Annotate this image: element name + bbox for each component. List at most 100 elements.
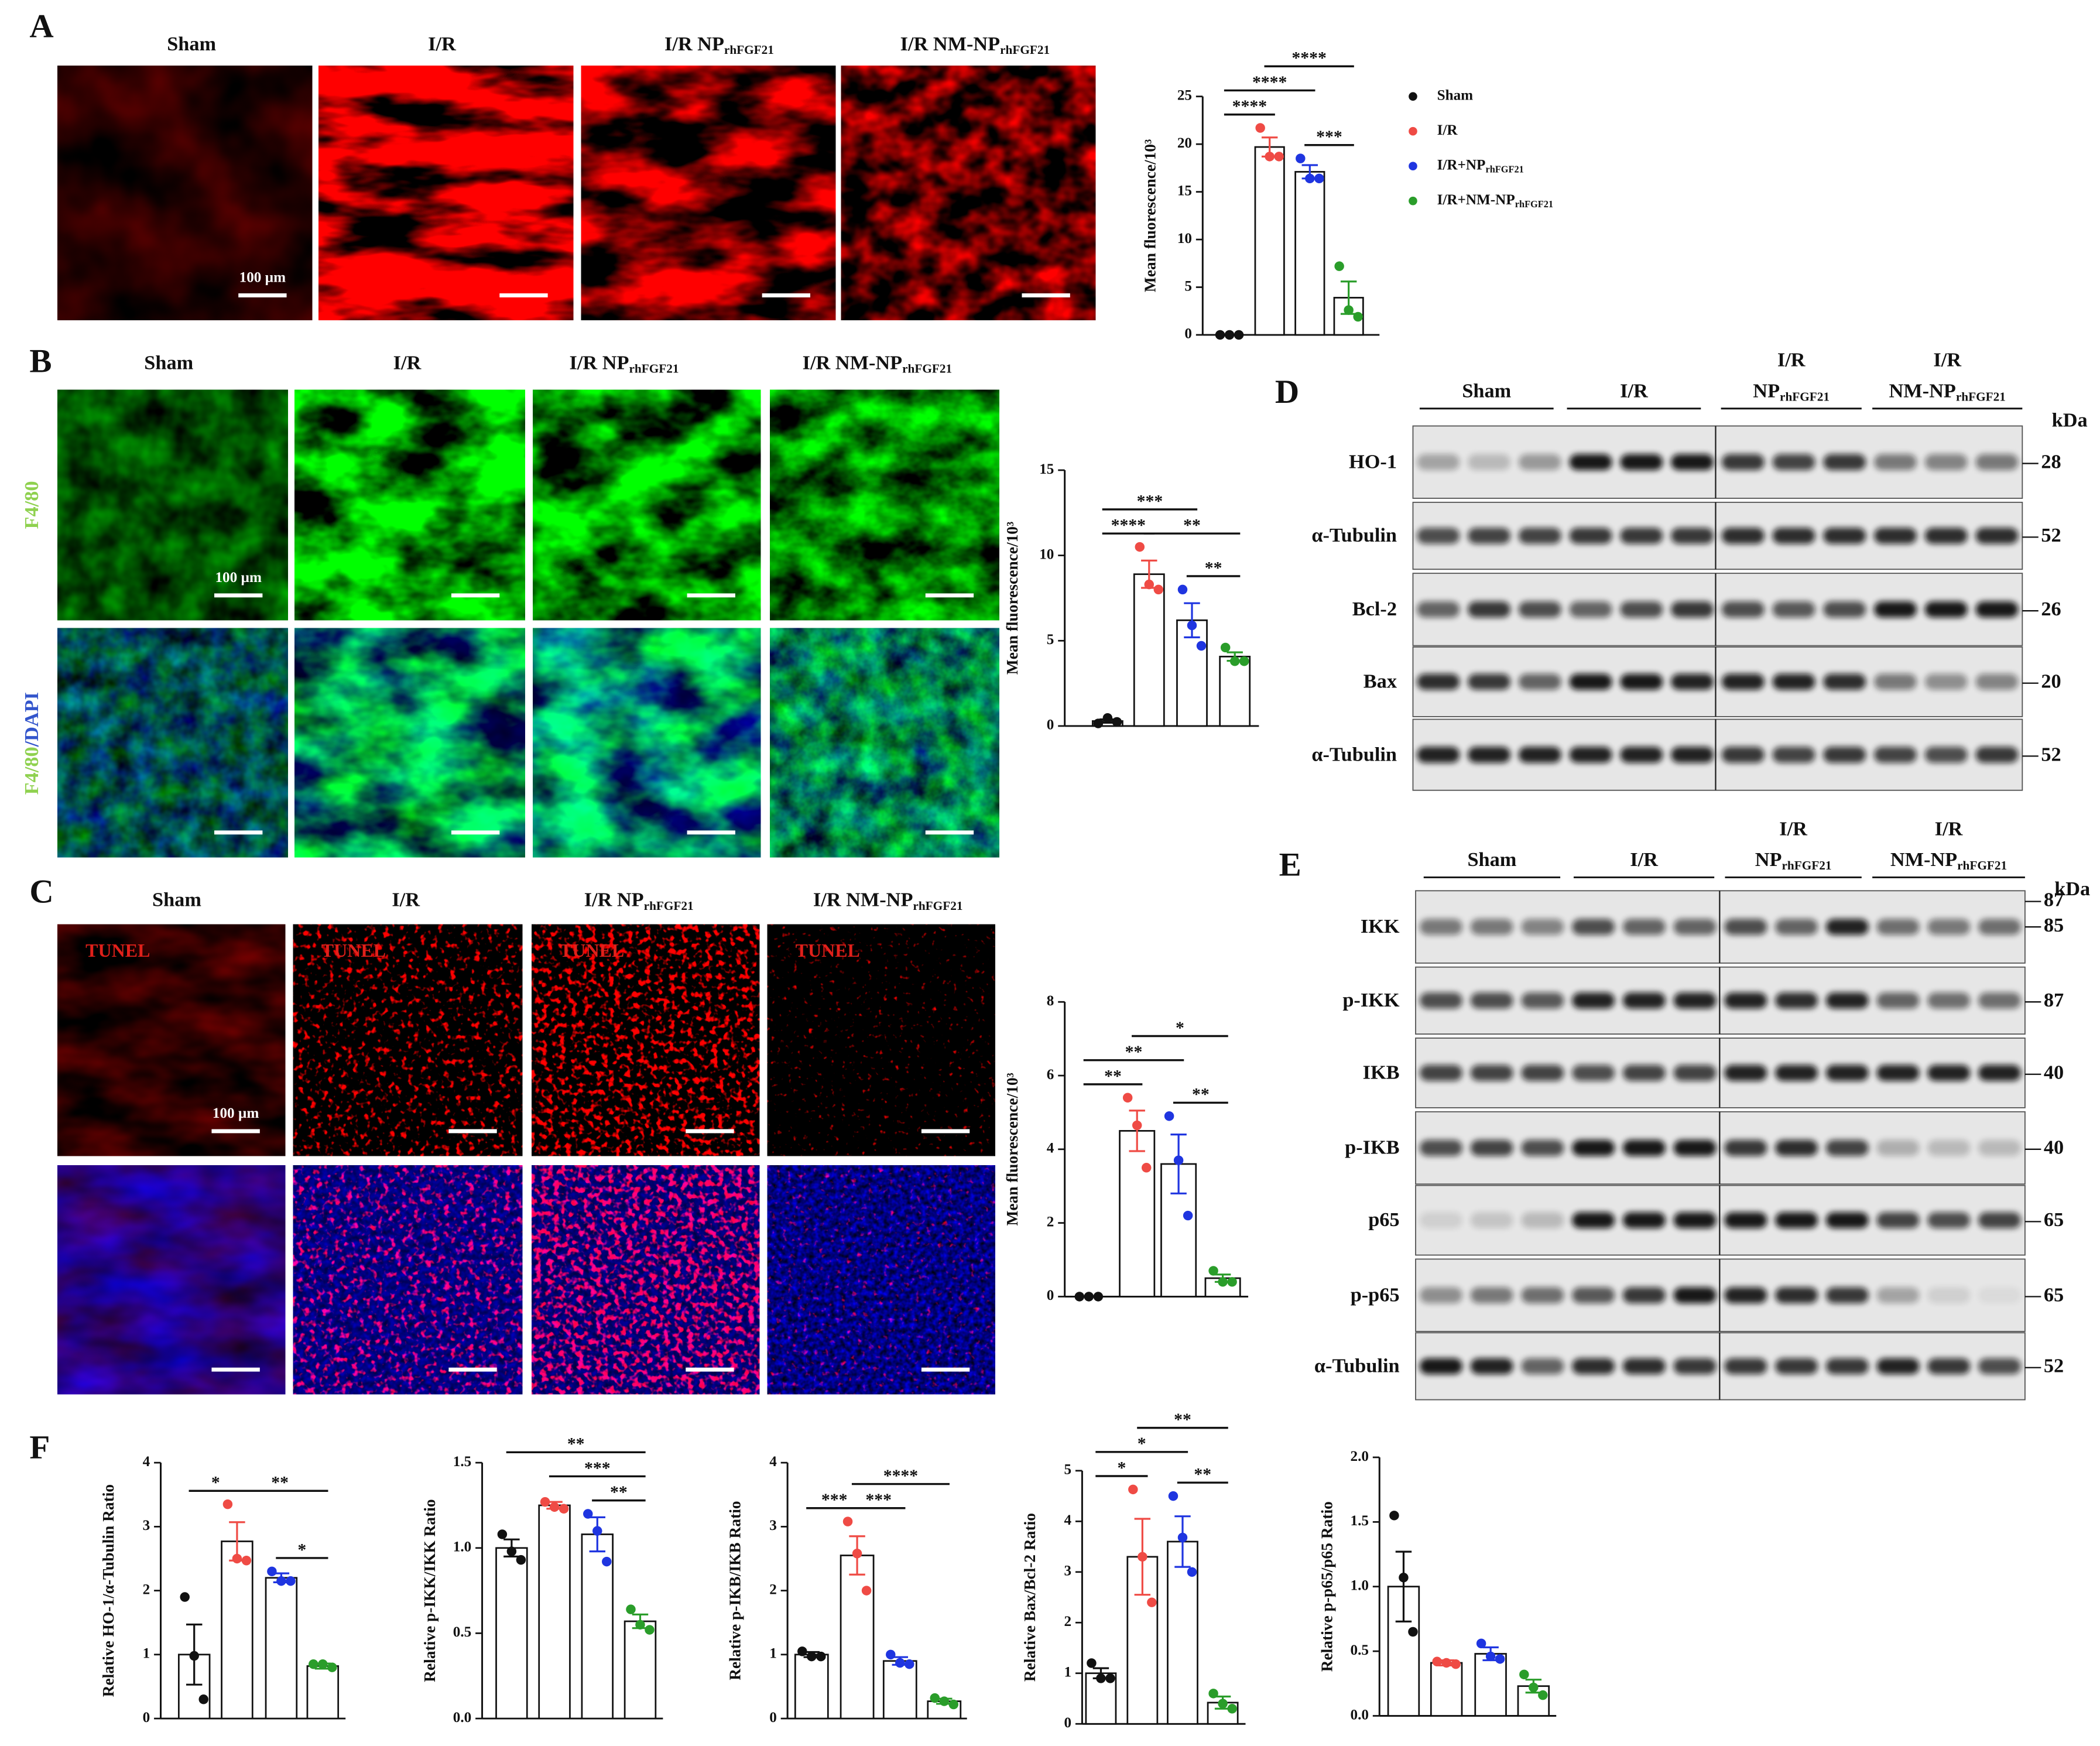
blot-band (1521, 919, 1564, 935)
kda-label: 26 (2041, 598, 2061, 620)
micrograph-texture (57, 628, 288, 858)
data-point (1344, 305, 1354, 315)
data-point (1173, 1155, 1184, 1165)
data-point (1408, 1627, 1418, 1637)
data-point (1153, 584, 1164, 595)
y-tick-label: 0.5 (1351, 1642, 1369, 1658)
data-point (807, 1651, 817, 1662)
blot-band (1876, 1212, 1920, 1228)
y-tick-label: 1.0 (1351, 1578, 1369, 1594)
group-label: I/R (1935, 817, 1964, 840)
blot-band (1419, 919, 1462, 935)
blot-band (1518, 747, 1561, 763)
data-point (797, 1646, 807, 1656)
data-point (318, 1659, 328, 1669)
bar (495, 1547, 528, 1720)
blot-band (1470, 1287, 1513, 1303)
significance-label: * (297, 1540, 306, 1559)
y-tick-label: 6 (1047, 1067, 1054, 1083)
blot-band (1419, 1287, 1462, 1303)
data-point (1218, 1277, 1228, 1287)
significance-label: **** (1232, 97, 1267, 116)
blot-band (1521, 1064, 1564, 1081)
blot-band (1470, 919, 1513, 935)
group-label: NM-NPrhFGF21 (1890, 848, 2007, 872)
blot-band (1572, 919, 1615, 935)
data-point (1135, 542, 1145, 552)
blot-band (1569, 673, 1612, 690)
subscript: rhFGF21 (1956, 389, 2006, 403)
y-tick-label: 1 (143, 1646, 150, 1662)
significance-label: * (1117, 1459, 1126, 1477)
group-label: NPrhFGF21 (1755, 848, 1832, 872)
subscript: rhFGF21 (1782, 858, 1831, 872)
significance-label: ** (271, 1474, 289, 1492)
data-point (1227, 1704, 1237, 1714)
data-point (852, 1549, 862, 1559)
data-point (1093, 718, 1104, 728)
group-label: I/R (1779, 817, 1808, 840)
data-point (286, 1576, 296, 1586)
blot-band (1775, 1064, 1818, 1081)
legend-marker (1409, 126, 1417, 136)
data-point (1296, 153, 1306, 163)
bar (624, 1620, 657, 1720)
subscript: rhFGF21 (902, 361, 952, 375)
micrograph-texture (294, 628, 525, 858)
data-point (1234, 330, 1244, 340)
blot-band (1673, 1212, 1717, 1228)
data-point (1239, 656, 1249, 666)
micrograph-texture (767, 1165, 995, 1395)
blot-band (1417, 528, 1460, 544)
blot-band (1572, 992, 1615, 1009)
data-point (1087, 1658, 1097, 1668)
blot-band (1825, 1139, 1869, 1156)
blot-band (1978, 992, 2022, 1009)
panel-label: F (29, 1429, 50, 1466)
kda-label: 87 (2044, 989, 2064, 1011)
scale-bar (211, 1129, 260, 1134)
y-tick-label: 5 (1184, 278, 1192, 294)
data-point (540, 1497, 550, 1507)
data-point (645, 1625, 655, 1635)
error-bar (1395, 1550, 1412, 1622)
blot-band (1521, 1287, 1564, 1303)
significance-label: * (1176, 1019, 1184, 1038)
data-point (241, 1556, 252, 1566)
blot-band (1924, 673, 1968, 690)
scale-bar (686, 1129, 734, 1134)
blot-band (1927, 1212, 1971, 1228)
blot-band (1721, 454, 1765, 470)
data-point (327, 1662, 337, 1672)
blot-band (1873, 673, 1917, 690)
text-part: I/R NM-NP (803, 351, 903, 374)
blot-band (1518, 528, 1561, 544)
data-point (635, 1620, 645, 1630)
blot-band (1622, 1064, 1666, 1081)
blot-band (1772, 528, 1815, 544)
blot-band (1873, 747, 1917, 763)
micrograph-texture (533, 628, 761, 858)
significance-label: * (1138, 1435, 1146, 1453)
y-tick-label: 0.5 (453, 1624, 471, 1640)
data-point (583, 1509, 593, 1519)
column-header: I/R (393, 351, 422, 374)
scale-bar (762, 293, 811, 297)
blot-band (1772, 673, 1815, 690)
subscript: rhFGF21 (724, 43, 774, 57)
blot-band (1927, 1064, 1971, 1081)
data-point (1485, 1651, 1496, 1662)
subscript: rhFGF21 (913, 899, 962, 913)
kda-label: 28 (2041, 450, 2061, 473)
scale-bar (214, 830, 263, 835)
legend-label: Sham (1437, 88, 1474, 104)
kda-label: 52 (2044, 1355, 2064, 1377)
row-label: IKB (1363, 1062, 1400, 1084)
legend-label: I/R (1437, 122, 1458, 138)
blot-band (1775, 1212, 1818, 1228)
row-label-part: F4/80 (20, 481, 43, 529)
panel-label: A (29, 8, 53, 44)
significance-label: ** (610, 1483, 628, 1502)
data-point (189, 1651, 199, 1661)
